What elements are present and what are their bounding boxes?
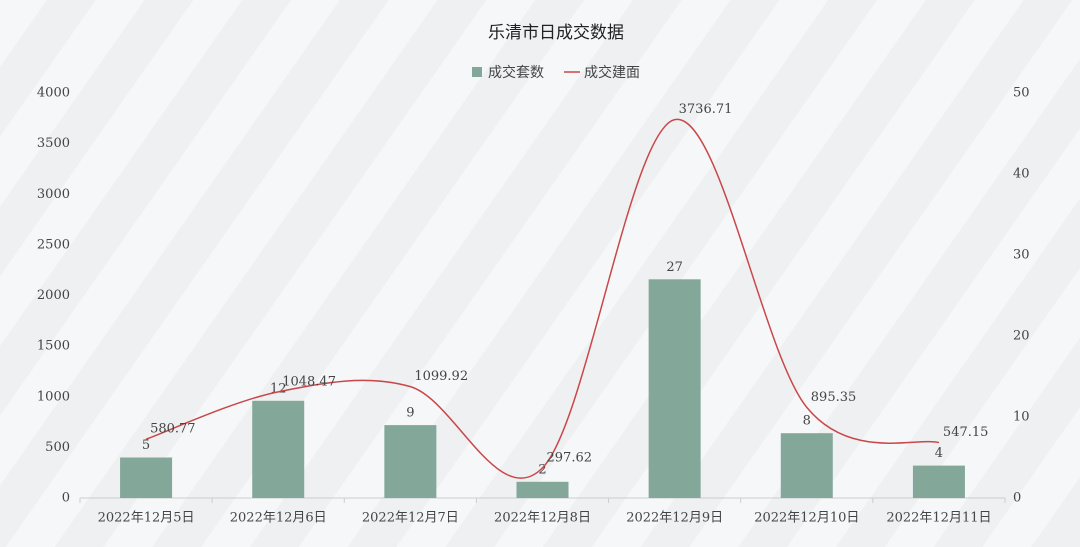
bar-value-label: 2 [538,462,546,477]
y2-tick-label: 50 [1013,86,1030,101]
x-tick-label: 2022年12月5日 [98,511,195,526]
y-tick-label: 2000 [37,288,70,303]
line-value-label: 895.35 [811,390,857,405]
y2-tick-label: 0 [1013,491,1021,506]
bar-value-label: 5 [142,438,150,453]
bar [912,465,965,498]
line-value-label: 547.15 [943,425,989,440]
line-value-label: 1099.92 [414,369,468,384]
bar [252,400,305,498]
x-tick-label: 2022年12月8日 [494,511,591,526]
bar [780,433,833,498]
chart-title: 乐清市日成交数据 [488,23,624,43]
x-tick-label: 2022年12月7日 [362,511,459,526]
bar [516,481,569,498]
y-tick-label: 2500 [37,237,70,252]
y-tick-label: 1000 [37,389,70,404]
y2-tick-label: 30 [1013,248,1030,263]
y-tick-label: 0 [62,491,70,506]
line-value-label: 1048.47 [282,374,336,389]
x-tick-label: 2022年12月6日 [230,511,327,526]
line [145,118,940,479]
y-tick-label: 3000 [37,187,70,202]
bar [120,457,173,498]
legend-swatch [472,67,482,77]
x-tick-label: 2022年12月10日 [754,511,859,526]
bar [648,279,701,498]
line-value-label: 297.62 [547,450,593,465]
y2-tick-label: 40 [1013,167,1030,182]
bar-value-label: 27 [666,260,683,275]
line-value-label: 3736.71 [679,102,733,117]
y-tick-label: 3500 [37,136,70,151]
bar-value-label: 4 [935,446,943,461]
x-tick-label: 2022年12月11日 [886,511,991,526]
y2-tick-label: 20 [1013,329,1030,344]
line-value-label: 580.77 [150,422,196,437]
legend-label: 成交套数 [488,64,544,81]
legend-label: 成交建面 [584,64,640,81]
bar-value-label: 8 [803,414,811,429]
y-tick-label: 500 [45,440,70,455]
y-tick-label: 4000 [37,86,70,101]
y-tick-label: 1500 [37,339,70,354]
bar [384,425,437,498]
bar-value-label: 9 [406,406,414,421]
x-tick-label: 2022年12月9日 [626,511,723,526]
y2-tick-label: 10 [1013,410,1030,425]
